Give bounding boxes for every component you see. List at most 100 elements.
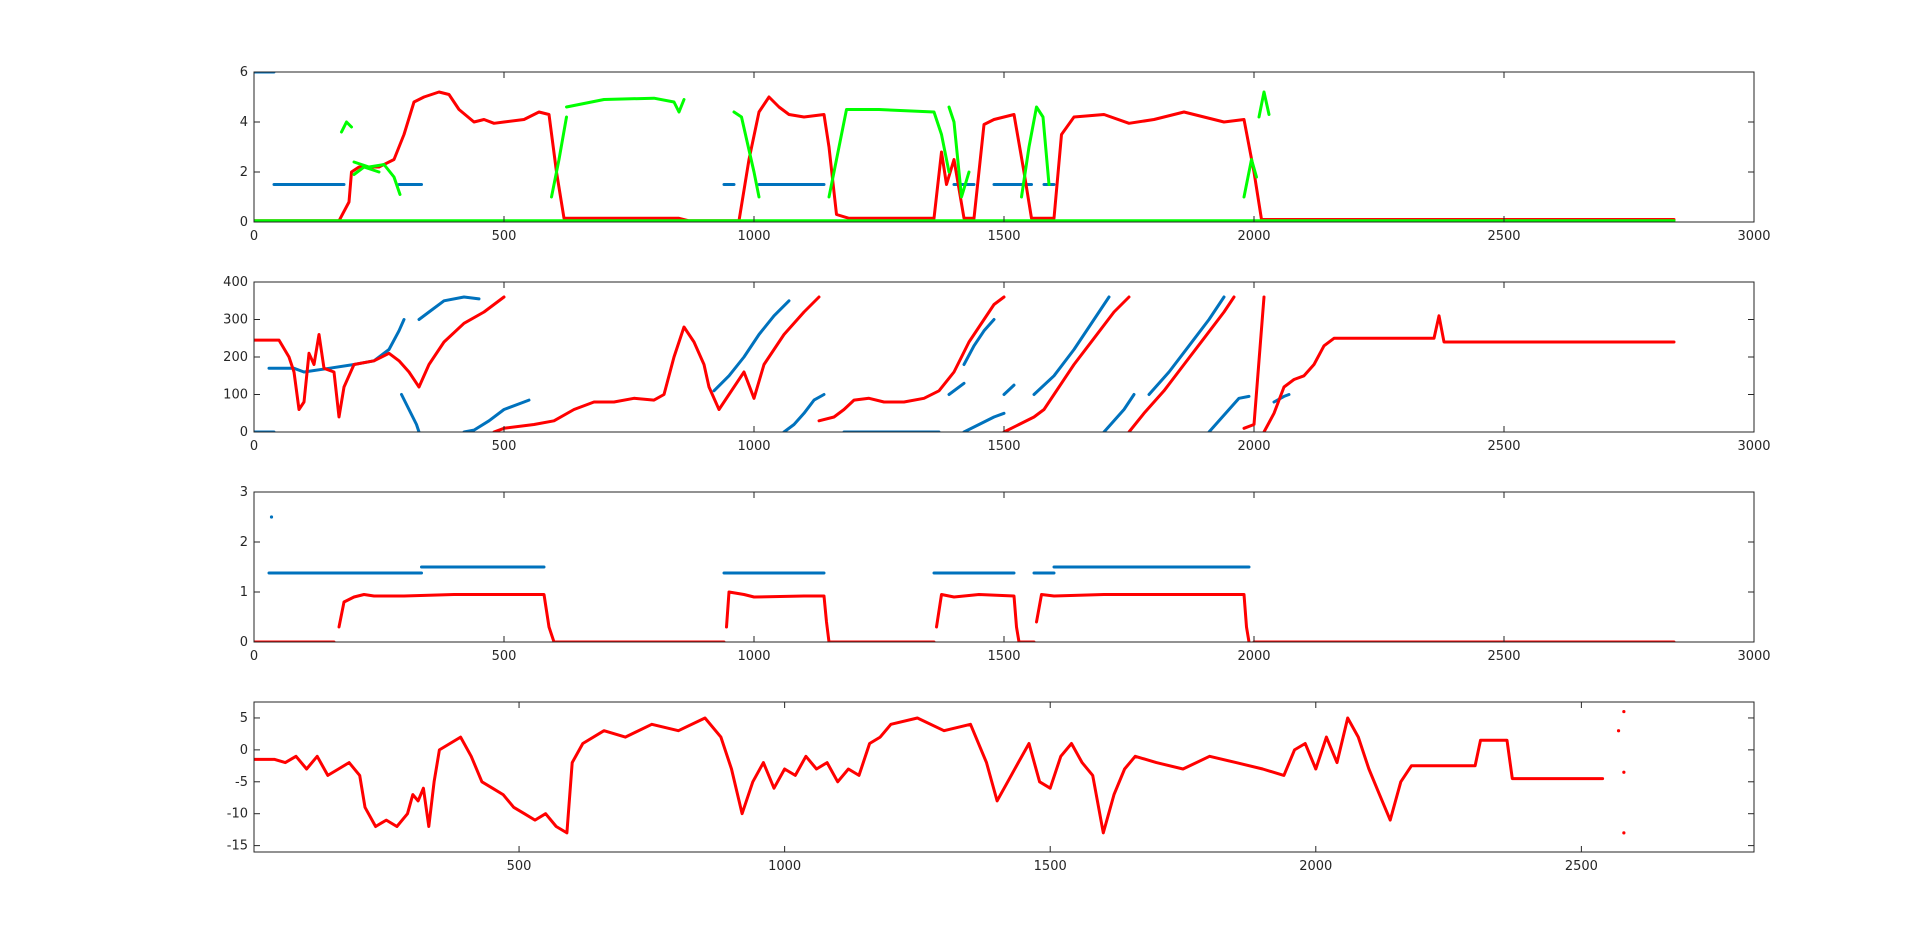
series-line [1127,295,1236,432]
x-tick-label: 500 [492,439,517,454]
y-tick-label: 3 [240,485,248,500]
x-tick-label: 2000 [1237,649,1270,664]
x-tick-label: 1500 [987,649,1020,664]
series-line [1147,295,1226,396]
x-tick-label: 2500 [1487,229,1520,244]
y-tick-label: 200 [223,350,248,365]
x-tick-label: 3000 [1737,439,1770,454]
x-tick-label: 1500 [1034,859,1067,874]
y-tick-label: 0 [240,425,248,440]
y-tick-label: 1 [240,585,248,600]
y-tick-label: 5 [240,711,248,726]
subplot-4: 500 1000 1500 2000 2500 -15 -10 -5 0 5 [227,701,1755,874]
y-tick-label: 6 [240,65,248,80]
series-line [565,96,686,114]
series-line [400,393,421,432]
series-2 [254,90,1676,222]
plot-area [254,709,1626,835]
data-point [269,515,274,519]
series-1 [267,515,1251,575]
x-tick-label: 1500 [987,229,1020,244]
y-tick-label: 100 [223,388,248,403]
x-tick-label: 1000 [737,649,770,664]
series-line [1020,105,1051,199]
series-line [947,105,971,199]
plot-area [254,72,1676,222]
x-tick-label: 2000 [1237,439,1270,454]
y-tick-label: 300 [223,313,248,328]
series-line [417,295,481,321]
x-tick-label: 500 [507,859,532,874]
x-tick-label: 2500 [1487,439,1520,454]
data-point [1622,831,1626,835]
series-line [725,590,831,642]
data-point [1622,770,1626,774]
x-tick-label: 2000 [1237,229,1270,244]
x-tick-label: 0 [250,649,258,664]
series-line [712,299,791,393]
series-1 [254,709,1626,835]
series-line [1002,383,1016,396]
subplot-2: 0 500 1000 1500 2000 2500 3000 0 100 200 300 400 [223,275,1770,454]
series-line [1257,90,1271,119]
series-line [1032,295,1111,396]
x-tick-label: 2000 [1299,859,1332,874]
series-2 [254,590,1676,642]
series-line [732,110,761,199]
x-tick-label: 2500 [1487,649,1520,664]
y-tick-label: -15 [227,839,248,854]
subplot-3: 0 500 1000 1500 2000 2500 3000 0 1 2 3 [240,485,1771,664]
x-tick-label: 3000 [1737,229,1770,244]
series-line [254,716,1605,835]
series-line [1035,593,1251,642]
y-tick-label: 4 [240,115,248,130]
plot-area [254,515,1676,642]
plot-area [254,295,1676,432]
series-line [1242,295,1266,430]
series-line [827,108,951,199]
x-tick-label: 2500 [1565,859,1598,874]
x-tick-label: 1000 [768,859,801,874]
x-tick-label: 3000 [1737,649,1770,664]
series-3 [254,90,1676,222]
x-tick-label: 500 [492,649,517,664]
series-line [267,318,406,374]
y-tick-label: 2 [240,535,248,550]
y-tick-label: 0 [240,215,248,230]
series-line [254,295,506,419]
series-line [1272,393,1291,404]
series-line [962,318,996,366]
data-point [1616,729,1621,733]
series-line [254,90,1676,222]
series-line [935,593,1021,642]
x-tick-label: 1500 [987,439,1020,454]
series-line [352,160,402,196]
series-line [1102,393,1136,432]
x-tick-label: 500 [492,229,517,244]
series-line [550,115,568,199]
y-tick-label: 0 [240,743,248,758]
x-tick-label: 0 [250,439,258,454]
series-line [962,411,1006,432]
series-1 [254,72,1256,222]
series-line [782,393,826,432]
y-tick-label: -10 [227,807,248,822]
series-line [1002,295,1131,432]
y-tick-label: 400 [223,275,248,290]
series-line [947,381,966,396]
y-tick-label: -5 [235,775,248,790]
x-tick-label: 1000 [737,439,770,454]
series-line [1207,394,1251,432]
series-line [340,120,353,134]
x-tick-label: 1000 [737,229,770,244]
series-line [1242,158,1258,199]
series-line [352,165,381,176]
series-line [817,295,1006,423]
series-line [462,398,531,432]
y-tick-label: 2 [240,165,248,180]
series-1 [254,295,1291,432]
data-point [1622,709,1626,714]
axes-box [253,281,1755,433]
series-line [337,593,556,642]
